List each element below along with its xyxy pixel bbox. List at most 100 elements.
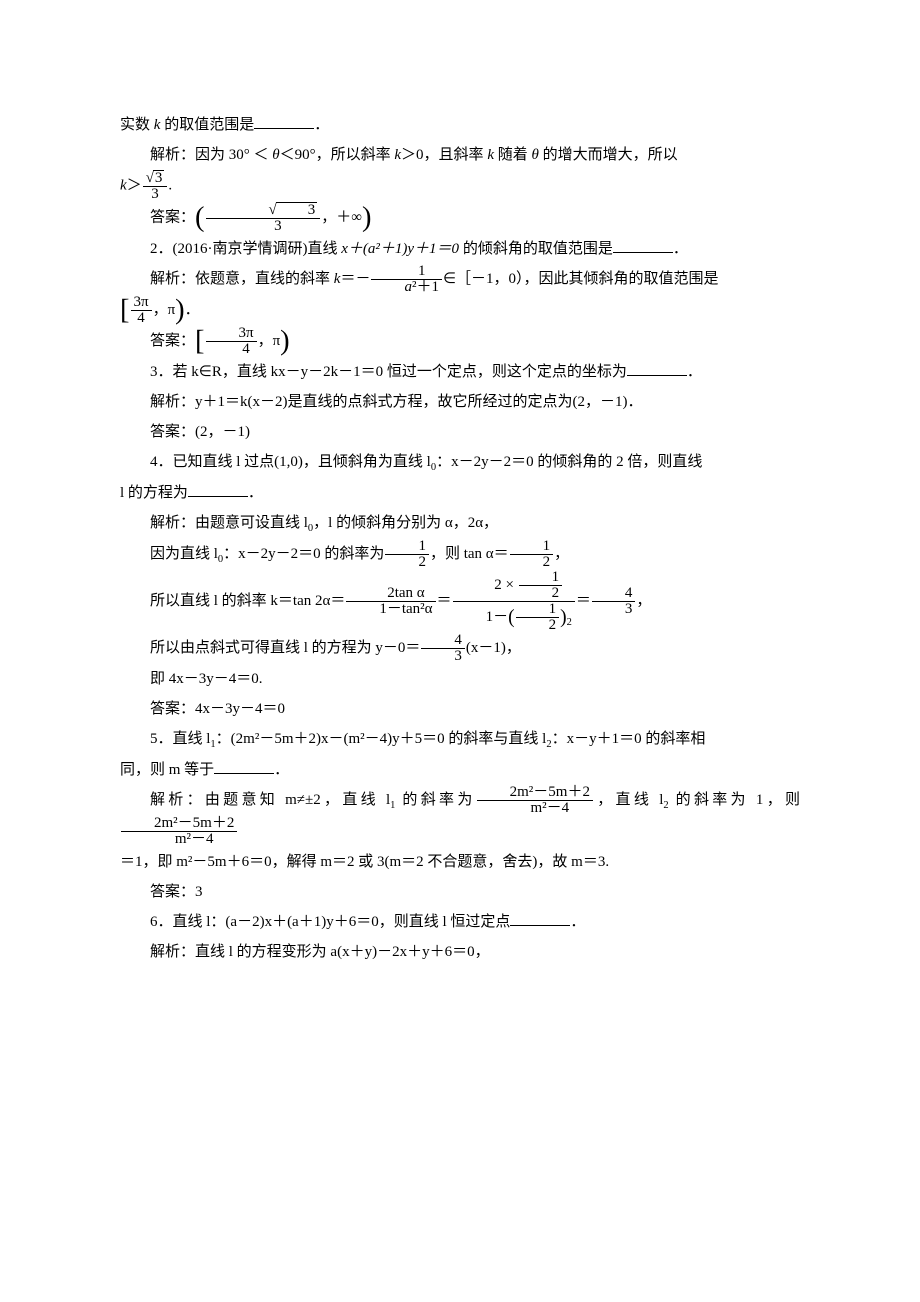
text: ，π (153, 302, 176, 318)
den: 3 (206, 219, 321, 234)
num: 1 (516, 602, 560, 618)
fraction: 2 × 121－(12)2 (453, 570, 575, 633)
text: l 的方程为 (120, 485, 188, 501)
den: 2 (385, 555, 429, 570)
line-3: k＞√33. (120, 170, 800, 202)
den: 3 (592, 602, 636, 617)
text: 解析：由题意可设直线 l (150, 515, 308, 531)
text: ，则 tan α＝ (430, 546, 509, 562)
den: 4 (131, 311, 152, 326)
text: ，＋∞ (321, 209, 362, 225)
eq: ＝ (437, 593, 452, 609)
blank (254, 115, 314, 130)
q4-ans: 答案：4x－3y－4＝0 (120, 694, 800, 724)
text: 的倾斜角的取值范围是 (459, 241, 613, 257)
blank (627, 362, 687, 377)
den: 3 (143, 187, 168, 202)
q4-sol: 解析：由题意可设直线 l0，l 的倾斜角分别为 α，2α， (120, 508, 800, 539)
q5: 5．直线 l1：(2m²－5m＋2)x－(m²－4)y＋5＝0 的斜率与直线 l… (120, 724, 800, 755)
blank (510, 912, 570, 927)
den: m²－4 (477, 801, 593, 816)
fraction: 3π4 (206, 326, 257, 357)
q2-interval: [3π4，π)． (120, 295, 800, 326)
num: 1 (371, 264, 442, 280)
num: 2tan α (346, 586, 435, 602)
lparen: ( (195, 202, 205, 233)
num: 4 (592, 586, 636, 602)
fraction: 2m²－5m＋2m²－4 (121, 816, 237, 847)
q4-sol-5: 即 4x－3y－4＝0. (120, 664, 800, 694)
den: 4 (206, 342, 257, 357)
text: 2．(2016·南京学情调研)直线 (150, 241, 341, 257)
num: 1 (385, 539, 429, 555)
q3-sol: 解析：y＋1＝k(x－2)是直线的点斜式方程，故它所经过的定点为(2，－1)． (120, 387, 800, 417)
num: 2m²－5m＋2 (121, 816, 237, 832)
text: 所以由点斜式可得直线 l 的方程为 y－0＝ (150, 640, 420, 656)
blank (188, 483, 248, 498)
text: 的取值范围是 (160, 117, 254, 133)
text: ＞0，且斜率 (401, 147, 487, 163)
q4-line2: l 的方程为． (120, 478, 800, 508)
q4-sol-3: 所以直线 l 的斜率 k＝tan 2α＝2tan α1－tan²α＝2 × 12… (120, 570, 800, 633)
num: 4 (421, 633, 465, 649)
q6: 6．直线 l：(a－2)x＋(a＋1)y＋6＝0，则直线 l 恒过定点． (120, 907, 800, 937)
fraction: 12 (385, 539, 429, 570)
text: 解析：由题意知 m≠±2，直线 l (150, 792, 390, 808)
text: . (168, 177, 172, 193)
answer-label: 答案： (150, 209, 195, 225)
fraction: 3π4 (131, 295, 152, 326)
text: 的斜率为 1，则 (669, 792, 800, 808)
text: 的增大而增大，所以 (539, 147, 678, 163)
text: 2 × (494, 577, 517, 593)
fraction: 12 (510, 539, 554, 570)
q3-ans: 答案：(2，－1) (120, 417, 800, 447)
text: ∈［－1，0），因此其倾斜角的取值范围是 (443, 271, 719, 287)
var-k: k (120, 177, 127, 193)
den: 1－tan²α (346, 602, 435, 617)
text: ：x－2y－2＝0 的斜率为 (223, 546, 384, 562)
fraction: 12 (519, 570, 563, 601)
q5-ans: 答案：3 (120, 877, 800, 907)
text: 随着 (494, 147, 532, 163)
text: 6．直线 l：(a－2)x＋(a＋1)y＋6＝0，则直线 l 恒过定点 (150, 914, 510, 930)
q5-line2: 同，则 m 等于． (120, 755, 800, 785)
fraction: 12 (516, 602, 560, 633)
fraction: 1a²＋1 (371, 264, 442, 295)
num: 2m²－5m＋2 (477, 785, 593, 801)
q4-sol-4: 所以由点斜式可得直线 l 的方程为 y－0＝43(x－1)， (120, 633, 800, 664)
text: ＞ (127, 177, 142, 193)
fraction: √33 (143, 170, 168, 202)
line-2: 解析：因为 30° ＜ θ＜90°，所以斜率 k＞0，且斜率 k 随着 θ 的增… (120, 140, 800, 170)
text: ：x－y＋1＝0 的斜率相 (552, 731, 706, 747)
text: 解析：因为 30° ＜ (150, 147, 272, 163)
rparen: ) (175, 294, 185, 325)
den: 2 (516, 618, 560, 633)
q2-sol: 解析：依题意，直线的斜率 k＝－1a²＋1∈［－1，0），因此其倾斜角的取值范围… (120, 264, 800, 295)
var-theta: θ (272, 147, 279, 163)
text: ＜90°，所以斜率 (280, 147, 395, 163)
text: ＝－ (340, 271, 370, 287)
text: 实数 (120, 117, 154, 133)
text: ，π (258, 333, 281, 349)
lbrack: [ (120, 294, 130, 325)
var-k: k (487, 147, 494, 163)
num: 3π (206, 326, 257, 342)
text: 解析：依题意，直线的斜率 (150, 271, 334, 287)
q2-ans: 答案：[3π4，π) (120, 326, 800, 357)
blank (214, 760, 274, 775)
fraction: 2tan α1－tan²α (346, 586, 435, 617)
text: 因为直线 l (150, 546, 218, 562)
text: 同，则 m 等于 (120, 762, 214, 778)
den: 3 (421, 649, 465, 664)
q4-sol-2: 因为直线 l0：x－2y－2＝0 的斜率为12，则 tan α＝12， (120, 539, 800, 570)
expr: x＋(a²＋1)y＋1＝0 (341, 241, 459, 257)
text: 所以直线 l 的斜率 k＝tan 2α＝ (150, 593, 345, 609)
q4: 4．已知直线 l 过点(1,0)，且倾斜角为直线 l0：x－2y－2＝0 的倾斜… (120, 447, 800, 478)
var-theta: θ (532, 147, 539, 163)
rparen: ) (280, 325, 290, 356)
den: 2 (510, 555, 554, 570)
fraction: 43 (421, 633, 465, 664)
q5-sol-2: ＝1，即 m²－5m＋6＝0，解得 m＝2 或 3(m＝2 不合题意，舍去)，故… (120, 847, 800, 877)
text: ：(2m²－5m＋2)x－(m²－4)y＋5＝0 的斜率与直线 l (216, 731, 547, 747)
num: 1 (510, 539, 554, 555)
